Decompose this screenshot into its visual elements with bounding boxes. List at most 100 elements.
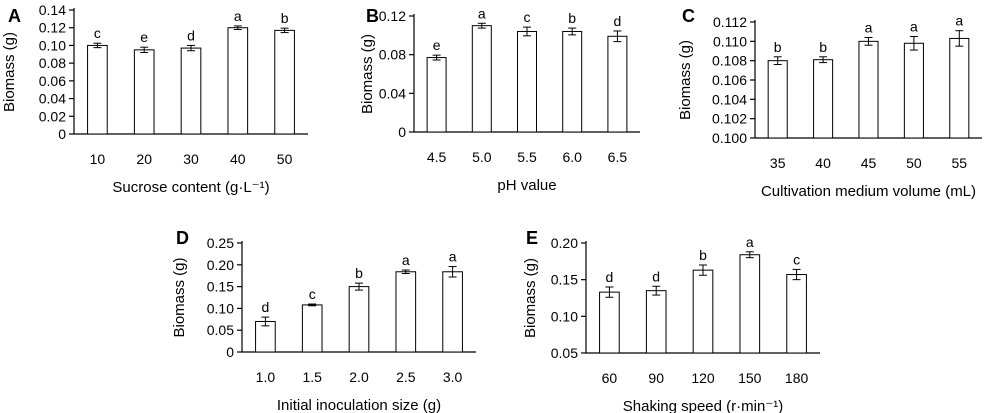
x-tick-label: 6.5 — [608, 149, 628, 165]
y-axis-title: Biomass (g) — [522, 258, 539, 338]
y-tick-label: 0.104 — [712, 91, 747, 107]
y-tick-label: 0 — [226, 344, 234, 360]
x-tick-label: 10 — [90, 151, 106, 167]
y-tick-label: 0.20 — [551, 235, 578, 251]
y-tick-label: 0 — [58, 126, 66, 142]
x-tick-label: 180 — [785, 370, 809, 386]
y-tick-label: 0.08 — [39, 55, 66, 71]
significance-label: b — [281, 10, 289, 26]
y-tick-label: 0.15 — [551, 272, 578, 288]
y-tick-label: 0.08 — [379, 47, 406, 63]
bar — [87, 44, 108, 135]
bar — [692, 269, 714, 354]
y-tick-label: 0.108 — [712, 53, 747, 69]
significance-label: c — [524, 9, 531, 25]
chart-panel-c: C 0.100 0.102 0.104 0.106 0.108 0.110 0.112 b 35 b… — [677, 6, 982, 200]
y-tick-label: 0.20 — [207, 257, 234, 273]
significance-label: a — [478, 5, 486, 21]
x-tick-label: 4.5 — [427, 149, 447, 165]
bar — [599, 291, 620, 354]
bar — [517, 30, 537, 133]
significance-label: a — [746, 234, 754, 250]
x-tick-label: 2.5 — [396, 369, 416, 385]
y-tick-label: 0.10 — [207, 300, 234, 316]
y-tick-label: 0.04 — [379, 85, 406, 101]
chart-panel-a: A 0 0.020.04 0.06 0.08 0.100.12 0.14 c 10 e 20 d 30 a… — [1, 2, 308, 196]
panel-letter: C — [682, 6, 695, 26]
bar — [949, 37, 970, 139]
significance-label: d — [262, 299, 270, 315]
x-tick-label: 3.0 — [443, 369, 463, 385]
significance-label: a — [955, 13, 963, 29]
y-tick-label: 0.10 — [551, 308, 578, 324]
y-axis-title: Biomass (g) — [1, 32, 18, 112]
x-tick-label: 120 — [691, 370, 715, 386]
bar — [274, 29, 295, 135]
panel-letter: B — [366, 6, 379, 26]
bar — [301, 304, 323, 353]
bar — [471, 25, 492, 133]
significance-label: a — [865, 19, 873, 35]
significance-label: b — [774, 39, 782, 55]
y-axis-title: Biomass (g) — [677, 40, 694, 120]
x-tick-label: 20 — [136, 151, 152, 167]
bar — [426, 57, 447, 133]
x-tick-label: 50 — [277, 151, 293, 167]
significance-label: a — [402, 252, 410, 268]
y-tick-label: 0.110 — [713, 33, 747, 49]
x-tick-label: 1.0 — [256, 369, 276, 385]
bar — [227, 27, 249, 135]
significance-label: c — [94, 25, 101, 41]
y-axis-title: Biomass (g) — [359, 34, 376, 114]
significance-label: d — [652, 268, 660, 284]
y-tick-label: 0.12 — [39, 20, 66, 36]
y-tick-label: 0.15 — [207, 279, 234, 295]
y-tick-label: 0.05 — [207, 322, 234, 338]
y-tick-label: 0.12 — [379, 8, 406, 24]
y-tick-label: 0.10 — [39, 37, 66, 53]
bar — [180, 47, 202, 135]
bar — [739, 254, 761, 354]
significance-label: a — [910, 19, 918, 35]
significance-label: b — [355, 265, 363, 281]
y-tick-label: 0.25 — [207, 235, 234, 251]
x-tick-label: 45 — [861, 155, 877, 171]
bar — [348, 286, 370, 353]
panel-letter: E — [526, 228, 538, 248]
x-tick-label: 1.5 — [302, 369, 322, 385]
chart-panel-e: E 0.05 0.10 0.15 0.20 d 60 d 90 b 120 a 150 c 180Shaki… — [522, 228, 820, 413]
x-axis-title: Cultivation medium volume (mL) — [761, 183, 976, 200]
panel-letter: D — [176, 228, 189, 248]
y-tick-label: 0.04 — [39, 91, 66, 107]
y-tick-label: 0.02 — [39, 108, 66, 124]
bar — [903, 42, 924, 139]
x-tick-label: 40 — [230, 151, 246, 167]
x-tick-label: 50 — [906, 155, 922, 171]
significance-label: a — [234, 8, 242, 24]
bar — [767, 60, 788, 139]
y-tick-label: 0.112 — [713, 14, 747, 30]
significance-label: a — [449, 249, 457, 265]
significance-label: c — [309, 286, 316, 302]
significance-label: c — [793, 251, 800, 267]
y-tick-label: 0.06 — [39, 73, 66, 89]
panel-letter: A — [8, 6, 21, 26]
significance-label: b — [699, 247, 707, 263]
bar — [813, 59, 834, 139]
x-axis-title: Initial inoculation size (g) — [277, 397, 441, 413]
x-tick-label: 150 — [738, 370, 762, 386]
y-tick-label: 0.106 — [712, 72, 747, 88]
bar — [133, 49, 155, 135]
bar — [645, 290, 667, 354]
chart-panel-b: B 0 0.04 0.08 0.12 e 4.5 a 5.0 c 5.5 b 6.0 d 6.5 pH val… — [359, 5, 640, 194]
x-tick-label: 55 — [952, 155, 968, 171]
significance-label: b — [568, 10, 576, 26]
y-tick-label: 0 — [398, 124, 406, 140]
bar — [607, 35, 628, 133]
significance-label: b — [819, 39, 827, 55]
bar — [562, 30, 583, 133]
bar — [442, 271, 463, 353]
x-axis-title: Sucrose content (g·L⁻¹) — [112, 179, 269, 196]
bar — [395, 271, 417, 353]
